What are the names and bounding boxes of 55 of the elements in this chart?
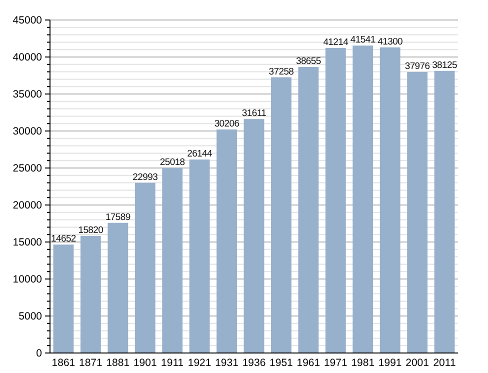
y-tick-label: 15000 bbox=[12, 236, 42, 249]
data-label: 22993 bbox=[132, 172, 158, 183]
x-tick-label: 1911 bbox=[161, 357, 184, 369]
bar bbox=[216, 129, 237, 353]
y-tick-label: 0 bbox=[36, 348, 42, 360]
x-tick-label: 1931 bbox=[215, 357, 239, 369]
x-tick-label: 1981 bbox=[351, 357, 375, 369]
x-tick-label: 1871 bbox=[79, 357, 103, 369]
x-tick-label: 1971 bbox=[324, 357, 348, 369]
bar bbox=[325, 48, 346, 353]
data-label: 37258 bbox=[268, 66, 294, 78]
data-label: 25018 bbox=[160, 156, 185, 168]
bar bbox=[407, 72, 428, 353]
x-tick-label: 1951 bbox=[270, 357, 294, 369]
x-tick-label: 1881 bbox=[106, 357, 130, 369]
bar bbox=[352, 46, 374, 353]
bar bbox=[53, 244, 74, 353]
x-tick-label: 1921 bbox=[188, 357, 212, 369]
data-label: 17589 bbox=[105, 212, 130, 223]
data-label: 41214 bbox=[323, 37, 348, 48]
y-tick-label: 10000 bbox=[12, 274, 42, 286]
x-tick-label: 2011 bbox=[433, 357, 456, 369]
data-label: 26144 bbox=[187, 148, 212, 160]
x-tick-label: 1991 bbox=[378, 357, 402, 369]
y-tick-label: 35000 bbox=[12, 88, 42, 101]
data-label: 30206 bbox=[214, 118, 240, 130]
y-tick-label: 40000 bbox=[12, 52, 42, 64]
data-label: 41541 bbox=[350, 34, 376, 46]
bar bbox=[434, 70, 455, 353]
bar bbox=[189, 160, 210, 353]
x-tick-label: 1901 bbox=[133, 357, 157, 369]
y-tick-label: 30000 bbox=[12, 126, 42, 138]
data-label: 41300 bbox=[378, 36, 403, 48]
y-tick-label: 5000 bbox=[18, 310, 42, 323]
y-tick-label: 20000 bbox=[12, 200, 42, 212]
bar bbox=[244, 119, 264, 353]
x-tick-label: 1936 bbox=[242, 357, 266, 369]
bar bbox=[134, 182, 156, 353]
bar bbox=[162, 168, 183, 353]
bar bbox=[108, 222, 128, 353]
bar bbox=[380, 47, 400, 353]
data-label: 38125 bbox=[432, 60, 457, 71]
x-tick-label: 2001 bbox=[406, 357, 430, 369]
data-label: 31611 bbox=[242, 108, 266, 120]
data-label: 14652 bbox=[51, 234, 76, 245]
data-label: 15820 bbox=[78, 224, 104, 236]
bar bbox=[80, 236, 101, 353]
x-tick-label: 1961 bbox=[296, 357, 320, 369]
bar bbox=[271, 77, 292, 353]
y-tick-label: 45000 bbox=[12, 14, 42, 27]
data-label: 38655 bbox=[296, 56, 321, 67]
data-label: 37976 bbox=[404, 60, 430, 72]
bar bbox=[298, 66, 319, 353]
y-tick-label: 25000 bbox=[12, 162, 42, 175]
x-tick-label: 1861 bbox=[52, 357, 76, 369]
